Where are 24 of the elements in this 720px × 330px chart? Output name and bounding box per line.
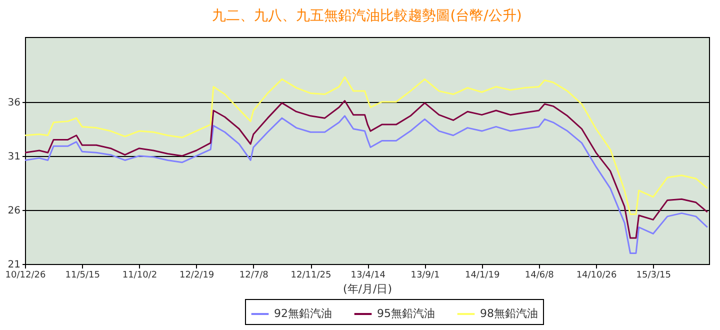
x-tick-label: 14/6/8 (524, 270, 554, 280)
x-tick-label: 11/10/2 (122, 270, 158, 280)
x-tick-label: 12/7/8 (239, 270, 269, 280)
legend-label: 95無鉛汽油 (377, 307, 435, 320)
x-tick-label: 13/4/14 (350, 270, 386, 280)
chart-title: 九二、九八、九五無鉛汽油比較趨勢圖(台幣/公升) (212, 8, 522, 24)
line-series (25, 76, 708, 216)
y-tick-label: 31 (8, 151, 20, 162)
line-series (25, 115, 708, 254)
x-tick-label: 13/9/1 (410, 270, 440, 280)
y-tick-label: 21 (8, 260, 20, 270)
x-tick-label: 14/10/26 (576, 270, 618, 280)
x-axis-title: (年/月/日) (343, 282, 392, 296)
x-tick-label: 14/1/19 (464, 270, 500, 280)
y-tick-label: 26 (8, 205, 20, 216)
x-tick-label: 15/3/15 (636, 270, 671, 280)
x-tick-label: 11/5/15 (65, 270, 100, 280)
legend-label: 98無鉛汽油 (480, 307, 538, 320)
x-tick-label: 12/11/25 (290, 270, 332, 280)
legend-label: 92無鉛汽油 (274, 307, 332, 320)
y-tick-label: 36 (8, 97, 20, 108)
x-tick-label: 12/2/19 (179, 270, 214, 280)
line-series (25, 100, 708, 239)
x-tick-label: 10/12/26 (5, 270, 46, 280)
